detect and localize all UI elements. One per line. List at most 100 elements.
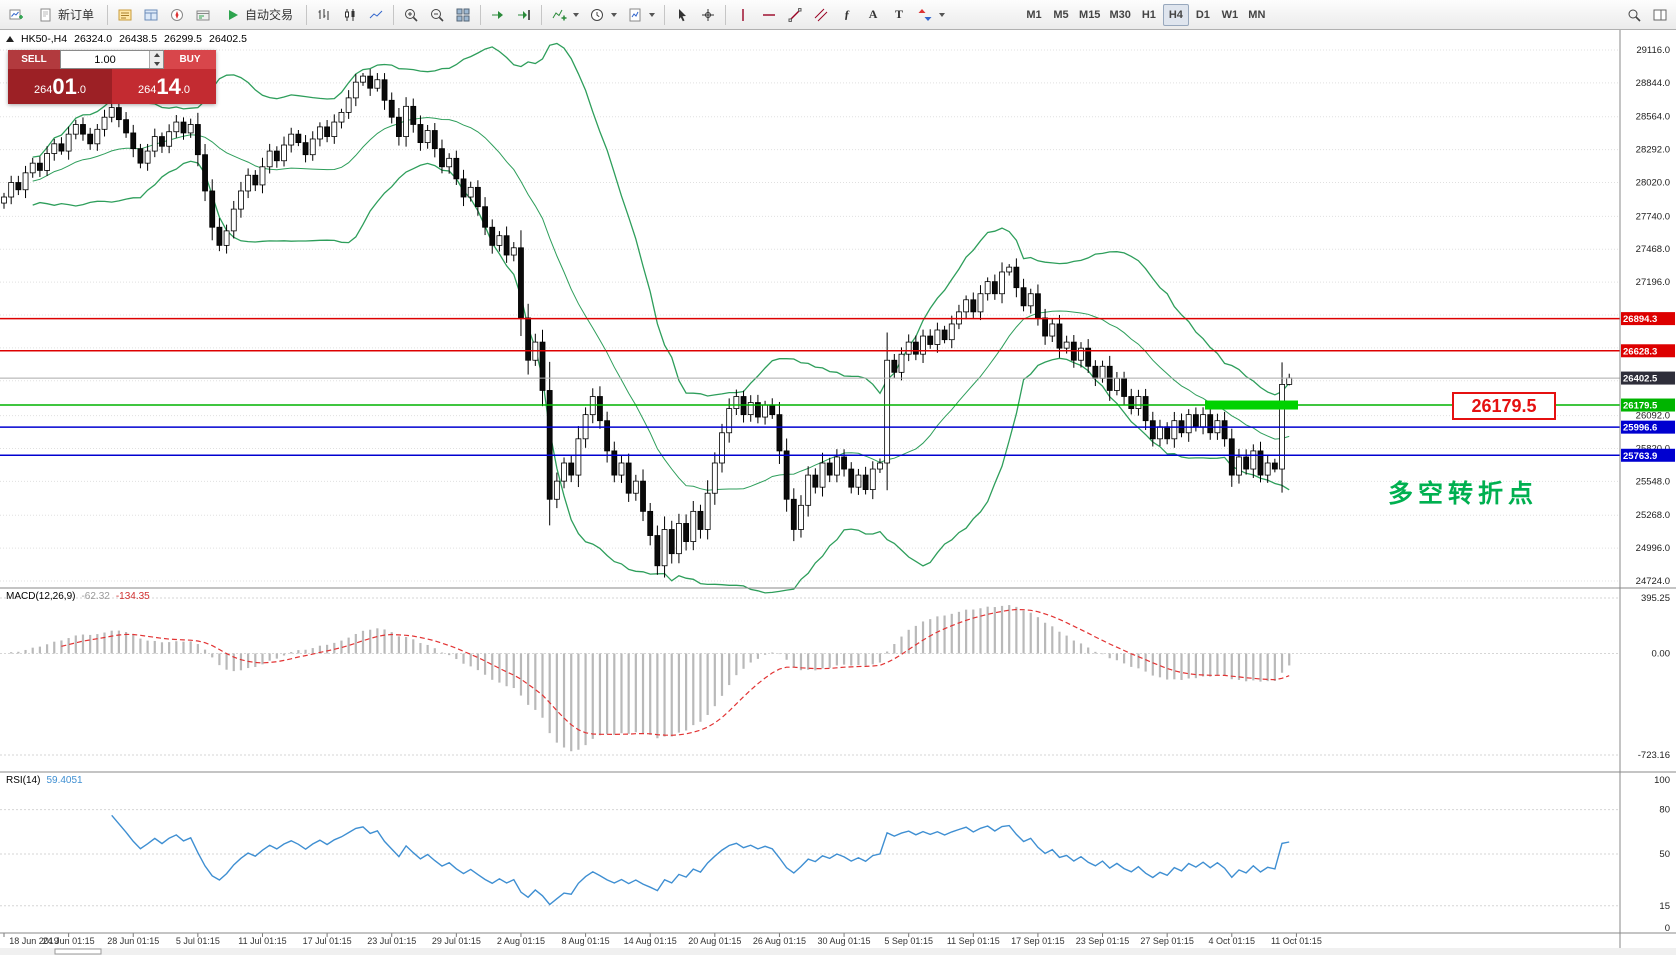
toolbar-separator (480, 4, 482, 25)
chart-shift-button[interactable] (512, 4, 536, 26)
h-scrollbar[interactable] (0, 948, 1676, 955)
market-watch-button[interactable] (113, 4, 137, 26)
new-order-button[interactable]: 新订单 (30, 4, 102, 26)
zoom-out-button[interactable] (425, 4, 449, 26)
chart-ohlc-header: HK50-,H4 26324.0 26438.5 26299.5 26402.5 (6, 33, 247, 45)
auto-trading-button[interactable]: 自动交易 (217, 4, 301, 26)
candle (518, 230, 524, 337)
auto-scroll-button[interactable] (486, 4, 510, 26)
sell-button[interactable]: SELL (8, 50, 60, 69)
price-tag-label: 26894.3 (1623, 314, 1657, 325)
candle (180, 117, 187, 140)
buy-label: BUY (179, 54, 201, 65)
candle (1178, 413, 1185, 438)
timeframe-H1-button[interactable]: H1 (1141, 8, 1156, 21)
timeframe-H4-button[interactable]: H4 (1162, 3, 1189, 26)
price-tag (1621, 420, 1675, 434)
candle (381, 73, 388, 110)
macd-signal-line (61, 608, 1290, 736)
navigator-button[interactable] (165, 4, 189, 26)
timeframe-M15-button[interactable]: M15 (1079, 8, 1101, 21)
candle (1013, 258, 1020, 298)
candle (1200, 407, 1206, 435)
pivot-highlight-bar[interactable] (1205, 400, 1298, 410)
candlestick-chart-button[interactable] (338, 4, 362, 26)
indicators-button[interactable] (547, 4, 583, 26)
data-window-button[interactable] (139, 4, 163, 26)
price-axis[interactable]: 29116.0 28844.0 28564.0 28292.0 28020.0 27740… (1621, 45, 1675, 934)
text-label-button[interactable]: T (887, 4, 911, 26)
candle (1027, 288, 1034, 314)
timeframe-M30-button[interactable]: M30 (1109, 8, 1131, 21)
candle (1157, 419, 1163, 447)
timeframe-M5-button[interactable]: M5 (1053, 8, 1069, 21)
candle (697, 504, 704, 539)
horizontal-line-icon (763, 13, 776, 16)
templates-button[interactable] (623, 4, 659, 26)
candle (1042, 308, 1048, 345)
axis-time-label: 23 Jul 01:15 (367, 936, 416, 946)
channel-button[interactable] (809, 4, 833, 26)
candle (611, 441, 618, 483)
ohlc-open: 26324.0 (74, 33, 113, 45)
candle (1085, 339, 1092, 373)
h-scrollbar-thumb[interactable] (54, 948, 102, 955)
fibonacci-button[interactable]: ƒ (835, 4, 859, 26)
rsi-panel-label: RSI(14) 59.4051 (6, 775, 83, 786)
timeframe-W1-button[interactable]: W1 (1221, 8, 1239, 21)
candle (733, 389, 740, 416)
sell-price[interactable]: 264 01.0 (8, 69, 112, 104)
candle (977, 285, 984, 321)
volume-up-button[interactable] (150, 51, 163, 60)
trendline-button[interactable] (783, 4, 807, 26)
candle (173, 115, 180, 138)
candle (144, 143, 151, 171)
cursor-button[interactable] (670, 4, 694, 26)
volume-down-button[interactable] (150, 59, 163, 68)
axis-price-label: 24996.0 (1636, 543, 1670, 554)
candle (51, 138, 58, 161)
timeframe-D1-button[interactable]: D1 (1195, 8, 1210, 21)
horizontal-line-button[interactable] (757, 4, 781, 26)
terminal-button[interactable] (191, 4, 215, 26)
zoom-in-button[interactable] (399, 4, 423, 26)
rsi-axis-label: 15 (1659, 901, 1670, 912)
buy-price[interactable]: 264 14.0 (112, 69, 216, 104)
panels-toggle-button[interactable] (1648, 4, 1672, 26)
price-tag-label: 26628.3 (1623, 346, 1657, 357)
chart-region[interactable]: 29116.0 28844.0 28564.0 28292.0 28020.0 27740… (0, 30, 1676, 955)
tile-windows-button[interactable] (451, 4, 475, 26)
candle (740, 390, 747, 423)
timeframe-MN-button[interactable]: MN (1248, 8, 1266, 21)
candle (80, 117, 86, 141)
crosshair-button[interactable] (696, 4, 720, 26)
axis-price-label: 25548.0 (1636, 476, 1670, 487)
crosshair-icon (702, 8, 715, 21)
fibonacci-icon: ƒ (844, 7, 851, 21)
vertical-line-button[interactable] (731, 4, 755, 26)
turning-point-annotation[interactable]: 多空转折点 (1388, 480, 1539, 508)
dropdown-caret-icon (939, 12, 946, 17)
periods-button[interactable] (585, 4, 621, 26)
arrows-button[interactable] (913, 4, 949, 26)
bar-chart-button[interactable] (312, 4, 336, 26)
bollinger-bands (32, 42, 1290, 594)
candle (575, 426, 582, 488)
buy-button[interactable]: BUY (164, 50, 216, 69)
chart-canvas[interactable]: 29116.0 28844.0 28564.0 28292.0 28020.0 27740… (0, 30, 1676, 955)
candle (855, 468, 862, 495)
volume-input[interactable]: 1.00 (94, 53, 116, 66)
candle (510, 242, 517, 262)
new-chart-button[interactable] (4, 4, 28, 26)
rsi-name: RSI(14) (6, 775, 41, 786)
candle (1099, 360, 1106, 383)
search-icon (1628, 9, 1641, 22)
timeframe-M1-button[interactable]: M1 (1026, 8, 1042, 21)
search-button[interactable] (1622, 4, 1646, 26)
line-chart-button[interactable] (364, 4, 388, 26)
candle (309, 131, 316, 161)
candle (453, 150, 460, 185)
pivot-price-callout[interactable]: 26179.5 (1452, 392, 1556, 420)
text-button[interactable]: A (861, 4, 885, 26)
